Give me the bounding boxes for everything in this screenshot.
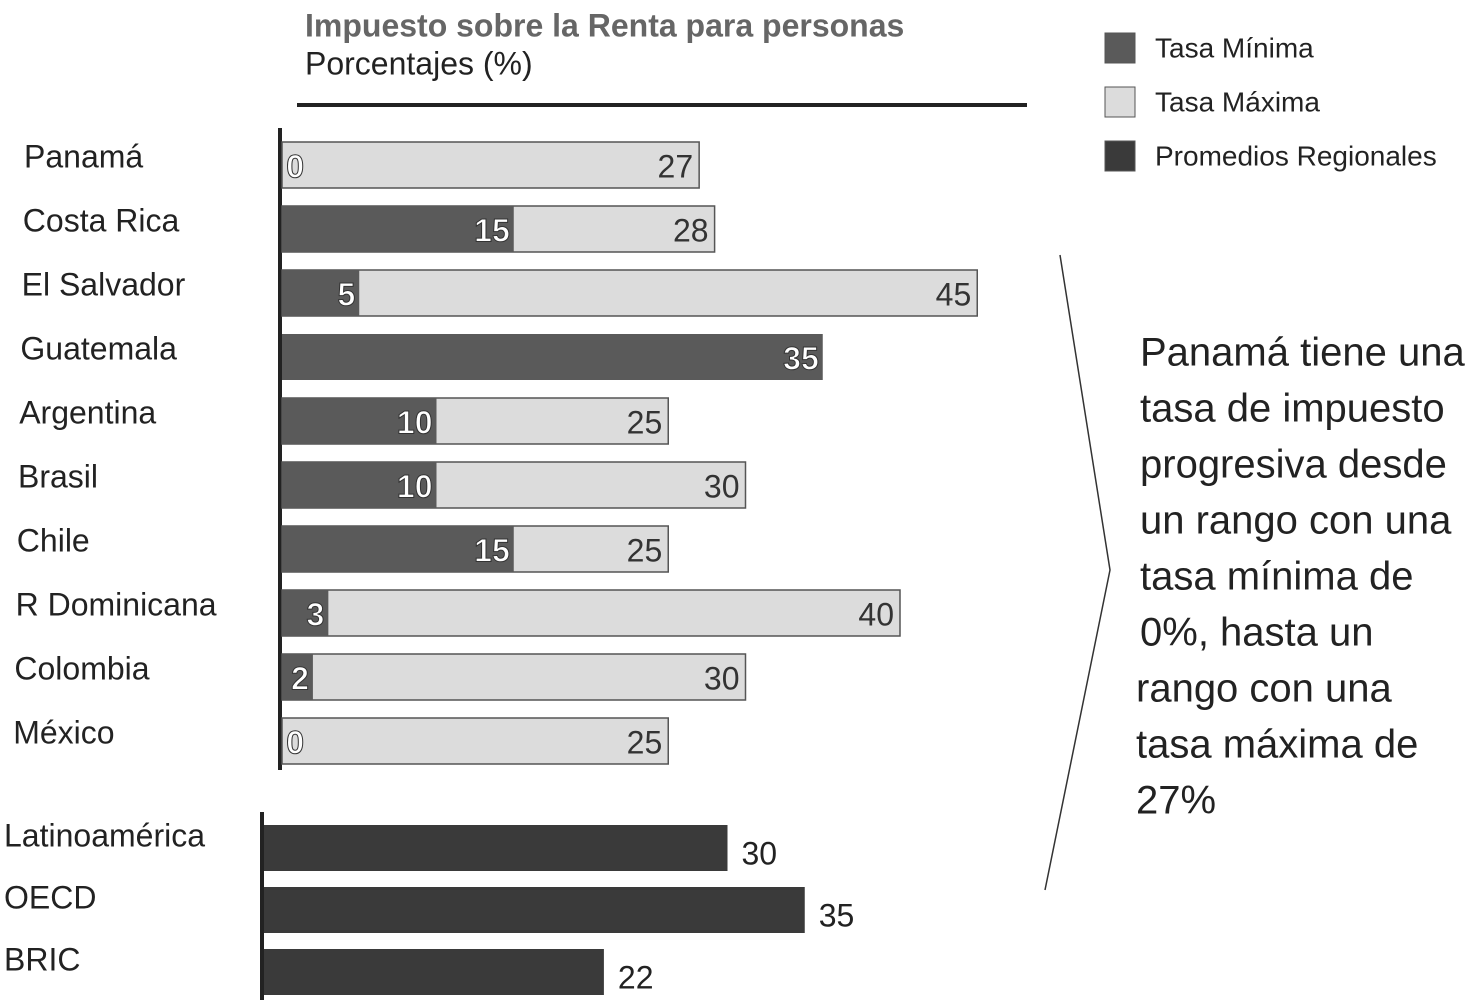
bar	[282, 654, 313, 700]
category-label: OECD	[4, 879, 96, 915]
value-label: 25	[627, 532, 663, 568]
category-label: BRIC	[4, 941, 80, 977]
value-label: 25	[627, 404, 663, 440]
annotation: 0%, hasta un	[1140, 611, 1374, 655]
value-label: 22	[618, 959, 654, 995]
bar	[282, 206, 514, 252]
value-label: 35	[783, 340, 819, 376]
value-label: 35	[819, 897, 855, 933]
value-label: 30	[704, 660, 740, 696]
value-label: 0	[286, 724, 304, 760]
annotation: tasa de impuesto	[1140, 387, 1445, 431]
bar	[282, 398, 437, 444]
value-label: 5	[337, 276, 355, 312]
value-label: 45	[936, 276, 972, 312]
value-label: 40	[858, 596, 894, 632]
category-label: Argentina	[19, 394, 156, 430]
annotation: tasa mínima de	[1140, 555, 1413, 599]
legend-swatch	[1104, 32, 1136, 64]
chart-title: Impuesto sobre la Renta para personas	[305, 7, 904, 43]
legend-label: Tasa Máxima	[1155, 86, 1320, 117]
legend-label: Promedios Regionales	[1155, 140, 1437, 171]
category-label: Chile	[17, 522, 90, 558]
category-label: Costa Rica	[23, 202, 180, 238]
category-label: Colombia	[14, 650, 149, 686]
value-label: 15	[474, 212, 510, 248]
value-label: 30	[704, 468, 740, 504]
value-label: 28	[673, 212, 709, 248]
value-label: 2	[291, 660, 309, 696]
value-label: 3	[307, 596, 325, 632]
bar	[282, 462, 437, 508]
bar	[264, 825, 728, 871]
value-label: 15	[474, 532, 510, 568]
category-label: México	[13, 714, 114, 750]
category-label: Panamá	[24, 138, 143, 174]
value-label: 30	[742, 835, 778, 871]
bar	[282, 526, 514, 572]
annotation: rango con una	[1136, 667, 1393, 711]
category-label: Latinoamérica	[4, 817, 205, 853]
bar	[264, 887, 805, 933]
annotation: Panamá tiene una	[1140, 331, 1465, 375]
bar	[282, 334, 823, 380]
chart-subtitle: Porcentajes (%)	[305, 45, 533, 81]
bar	[281, 269, 978, 317]
category-label: R Dominicana	[16, 586, 217, 622]
bar	[264, 949, 604, 995]
value-label: 10	[397, 404, 433, 440]
legend-swatch	[1104, 86, 1136, 118]
value-label: 10	[397, 468, 433, 504]
annotation: un rango con una	[1140, 499, 1452, 543]
value-label: 0	[286, 148, 304, 184]
bar	[281, 717, 669, 765]
annotation: progresiva desde	[1140, 443, 1447, 487]
value-label: 27	[658, 148, 694, 184]
annotation: tasa máxima de	[1136, 723, 1418, 767]
bar	[281, 141, 700, 189]
category-label: El Salvador	[22, 266, 186, 302]
category-label: Guatemala	[20, 330, 177, 366]
annotation: 27%	[1136, 779, 1216, 823]
legend-label: Tasa Mínima	[1155, 32, 1314, 63]
bar	[282, 590, 329, 636]
bracket	[1044, 254, 1111, 891]
bar	[281, 589, 901, 637]
bar	[282, 270, 360, 316]
legend-swatch	[1104, 140, 1136, 172]
value-label: 25	[627, 724, 663, 760]
category-label: Brasil	[18, 458, 98, 494]
bar	[281, 653, 747, 701]
